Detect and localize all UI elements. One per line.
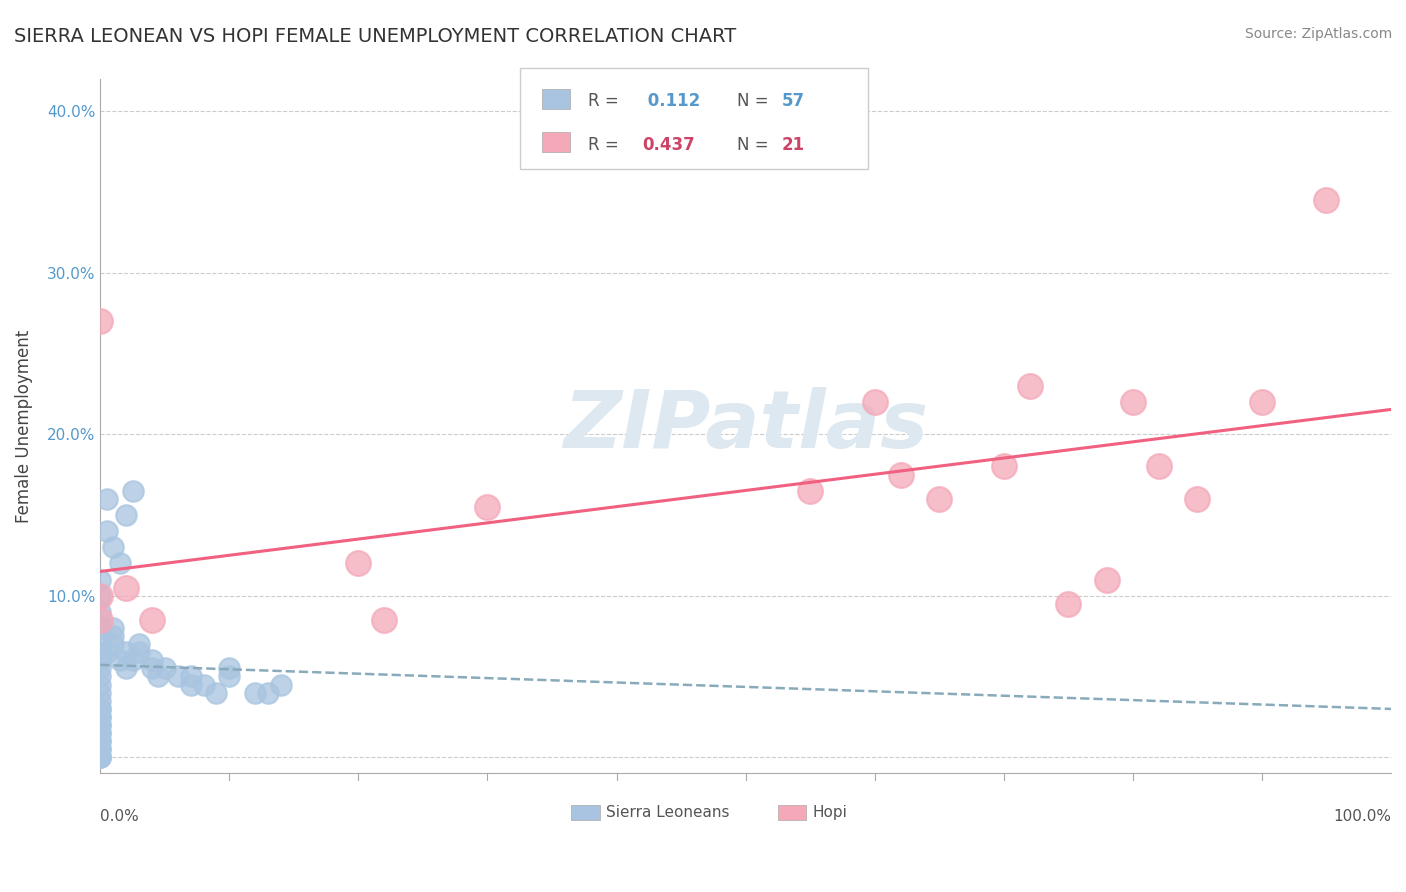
Point [101,540,124,554]
Point [180,669,202,683]
Point [96,491,118,506]
Point [89,685,111,699]
Point [101,637,124,651]
Point [96,645,118,659]
Text: ZIPatlas: ZIPatlas [564,387,928,465]
Point [218,661,240,675]
Point [1122,395,1144,409]
Point [101,629,124,643]
Text: Source: ZipAtlas.com: Source: ZipAtlas.com [1244,27,1392,41]
Point [799,483,821,498]
Point [205,685,228,699]
Point [89,734,111,748]
Text: 100.0%: 100.0% [1333,809,1391,824]
Point [193,677,215,691]
Text: SIERRA LEONEAN VS HOPI FEMALE UNEMPLOYMENT CORRELATION CHART: SIERRA LEONEAN VS HOPI FEMALE UNEMPLOYME… [14,27,737,45]
Point [89,573,111,587]
Point [89,613,111,627]
Point [89,718,111,732]
Point [1147,459,1170,474]
Point [89,750,111,764]
Text: 57: 57 [782,93,804,111]
Point [89,589,111,603]
Text: N =: N = [737,136,773,153]
Point [89,742,111,756]
Point [218,669,240,683]
Point [257,685,280,699]
Point [89,710,111,724]
Point [108,557,131,571]
Text: R =: R = [588,136,624,153]
Point [1251,395,1274,409]
FancyBboxPatch shape [778,805,806,820]
Text: 0.112: 0.112 [643,93,700,111]
Point [347,557,370,571]
Text: R =: R = [588,93,624,111]
Text: 21: 21 [782,136,804,153]
Point [889,467,911,482]
Point [928,491,950,506]
Point [89,589,111,603]
Point [89,750,111,764]
Point [1095,573,1118,587]
Point [243,685,266,699]
Point [115,508,138,522]
Point [141,613,163,627]
Point [166,669,188,683]
Point [180,677,202,691]
Point [270,677,292,691]
Point [863,395,886,409]
Point [89,726,111,740]
Point [89,710,111,724]
FancyBboxPatch shape [541,132,569,153]
Point [477,500,499,514]
Point [89,702,111,716]
Point [89,677,111,691]
Point [128,645,150,659]
Point [89,734,111,748]
Point [101,621,124,635]
Text: N =: N = [737,93,773,111]
Point [115,645,138,659]
Point [115,581,138,595]
Point [108,653,131,667]
Y-axis label: Female Unemployment: Female Unemployment [15,329,32,523]
Point [128,637,150,651]
Text: 0.437: 0.437 [643,136,695,153]
FancyBboxPatch shape [571,805,600,820]
Point [89,314,111,328]
Point [148,669,170,683]
Point [1315,193,1337,207]
Point [115,661,138,675]
Point [89,702,111,716]
Point [89,669,111,683]
Point [89,693,111,707]
Point [89,718,111,732]
Point [1187,491,1209,506]
Text: 0.0%: 0.0% [100,809,139,824]
Point [89,645,111,659]
Text: Hopi: Hopi [813,805,848,820]
Text: Sierra Leoneans: Sierra Leoneans [606,805,730,820]
Point [89,661,111,675]
Point [141,661,163,675]
Point [993,459,1015,474]
Point [373,613,395,627]
Point [121,483,143,498]
Point [96,524,118,538]
Point [141,653,163,667]
Point [121,653,143,667]
Point [153,661,176,675]
Point [89,605,111,619]
Point [89,621,111,635]
Point [1018,378,1040,392]
FancyBboxPatch shape [520,69,869,169]
Point [89,726,111,740]
Point [89,637,111,651]
Point [89,653,111,667]
Point [89,742,111,756]
Point [1057,597,1080,611]
FancyBboxPatch shape [541,89,569,109]
Point [89,750,111,764]
